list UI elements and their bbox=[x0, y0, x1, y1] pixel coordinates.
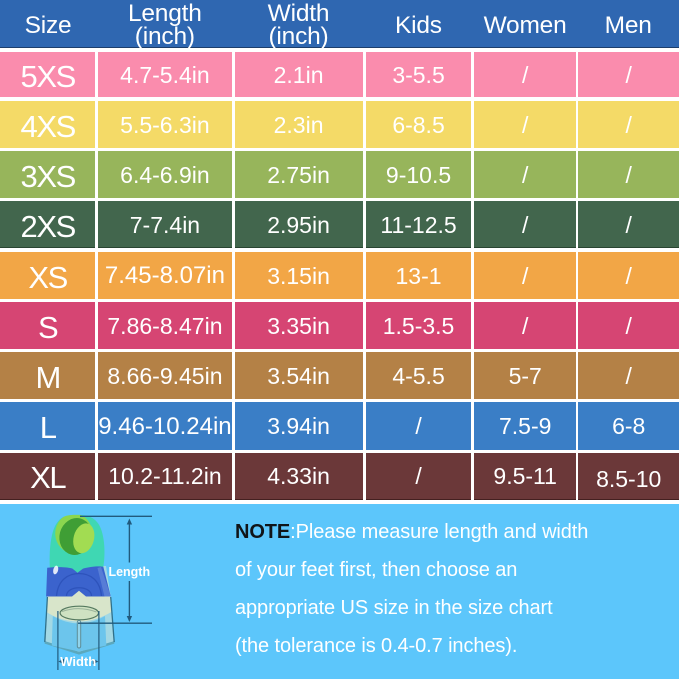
svg-text:Length: Length bbox=[108, 565, 150, 579]
svg-text:Width: Width bbox=[60, 654, 96, 669]
